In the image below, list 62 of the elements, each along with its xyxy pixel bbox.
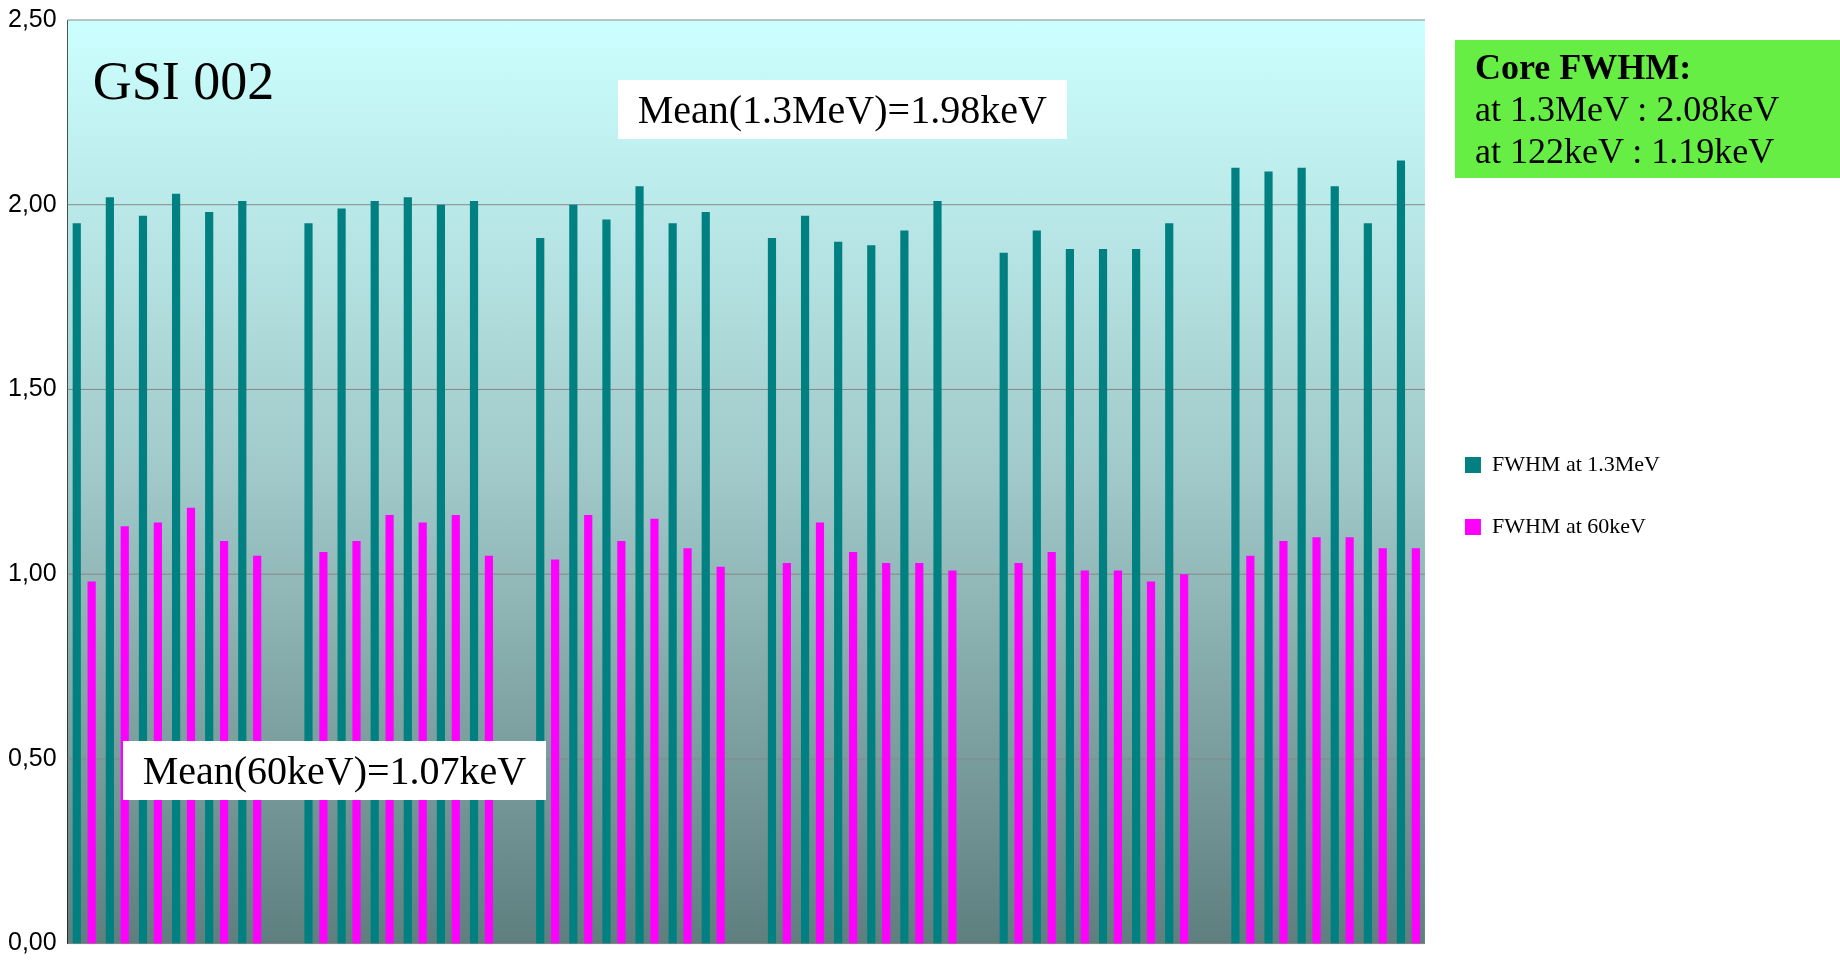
bar <box>800 215 810 944</box>
bar <box>1246 555 1255 944</box>
y-tick-label: 1,50 <box>7 373 57 402</box>
bar <box>815 522 825 944</box>
bar <box>915 563 924 944</box>
bar <box>900 230 909 944</box>
bar <box>767 237 777 944</box>
bar <box>1363 223 1372 944</box>
bar <box>635 186 644 944</box>
bar <box>650 518 659 944</box>
bar <box>1165 223 1174 944</box>
bar <box>617 540 626 944</box>
legend-label: FWHM at 1.3MeV <box>1491 450 1661 476</box>
y-tick-label: 0,00 <box>7 927 57 956</box>
legend-label: FWHM at 60keV <box>1491 512 1647 538</box>
bar <box>1132 249 1141 944</box>
y-tick-label: 0,50 <box>7 742 57 771</box>
bar <box>1411 548 1420 944</box>
bar <box>1047 551 1056 944</box>
bar <box>701 212 710 944</box>
bar <box>882 563 891 944</box>
bar <box>602 219 611 944</box>
bar <box>1297 167 1306 944</box>
bar <box>1146 581 1156 944</box>
bar <box>999 252 1008 944</box>
bar <box>1330 186 1339 944</box>
bar <box>933 201 942 944</box>
bar <box>584 515 593 944</box>
bar <box>716 566 725 944</box>
bar <box>551 559 560 944</box>
bar <box>1065 249 1075 944</box>
annotation: GSI 002 <box>92 50 275 112</box>
bar <box>1396 160 1406 944</box>
y-tick-label: 2,00 <box>7 188 57 217</box>
annotation: Mean(1.3MeV)=1.98keV <box>637 86 1047 133</box>
bar <box>1345 537 1354 944</box>
bar <box>1113 570 1123 944</box>
annotation: Mean(60keV)=1.07keV <box>142 747 527 795</box>
bar <box>848 551 858 944</box>
bar <box>683 548 692 944</box>
bar <box>668 223 677 944</box>
bar <box>1014 563 1023 944</box>
bar <box>105 197 114 944</box>
bar <box>1279 540 1288 944</box>
bar <box>1098 249 1108 944</box>
bar <box>867 245 876 944</box>
bar <box>1080 570 1089 944</box>
text: Core FWHM: at 1.3MeV : 2.08keV at 122keV : 1.19keV <box>1474 46 1781 172</box>
bar <box>1032 230 1041 944</box>
bar <box>72 223 81 944</box>
bar <box>834 241 843 944</box>
bar <box>87 581 96 944</box>
bar <box>1231 167 1240 944</box>
bar <box>948 570 957 944</box>
y-tick-label: 1,00 <box>7 558 57 587</box>
bar <box>1312 537 1321 944</box>
bar <box>1378 548 1387 944</box>
bar <box>1180 574 1189 944</box>
y-tick-label: 2,50 <box>7 3 57 32</box>
bar <box>782 563 791 944</box>
bar <box>569 204 578 944</box>
bar <box>1264 171 1273 944</box>
